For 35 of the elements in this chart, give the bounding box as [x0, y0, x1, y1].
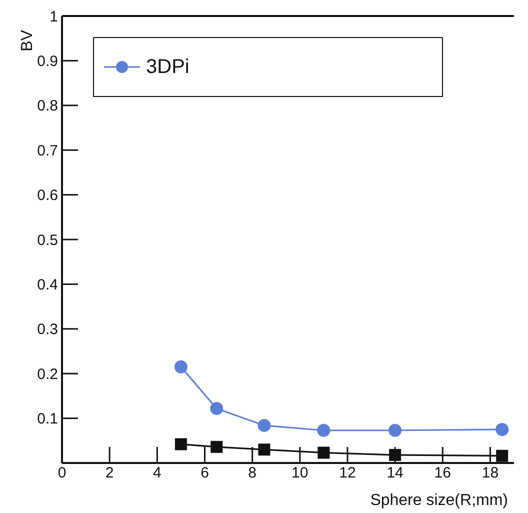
y-tick-label: 0.1 — [37, 410, 58, 428]
x-tick-label: 0 — [58, 464, 66, 482]
point — [496, 422, 509, 436]
point — [174, 360, 188, 374]
point — [210, 440, 223, 453]
point — [174, 438, 187, 450]
point — [258, 444, 270, 456]
x-tick-label: 10 — [292, 464, 308, 482]
y-tick-label: 0.3 — [37, 321, 58, 338]
point — [210, 402, 224, 415]
x-tick-label: 6 — [200, 464, 209, 482]
y-tick-label: 0.5 — [37, 232, 58, 249]
point — [388, 424, 402, 437]
x-tick-label: 14 — [386, 464, 404, 482]
x-tick-label: 18 — [482, 464, 499, 482]
point — [318, 446, 330, 459]
y-tick-label: 1 — [50, 8, 58, 26]
y-tick-label: 0.7 — [37, 142, 58, 160]
point — [496, 450, 508, 462]
point — [389, 448, 402, 461]
legend-label: 3DPi — [146, 56, 190, 78]
x-tick-label: 4 — [152, 464, 162, 482]
y-tick-label: 0.2 — [37, 366, 58, 383]
y-axis-title: BV — [19, 30, 36, 52]
x-tick-label: 2 — [105, 464, 114, 482]
y-tick-label: 0.8 — [37, 98, 58, 115]
y-tick-label: 0.9 — [37, 53, 58, 70]
x-tick-label: 16 — [434, 464, 451, 482]
y-tick-label: 0.6 — [37, 187, 58, 204]
point — [317, 424, 330, 437]
x-tick-label: 12 — [339, 464, 356, 482]
x-tick-label: 8 — [248, 464, 256, 482]
x-axis-title: Sphere size(R;mm) — [370, 492, 508, 509]
point — [258, 418, 271, 432]
y-tick-label: 0.4 — [37, 276, 58, 294]
